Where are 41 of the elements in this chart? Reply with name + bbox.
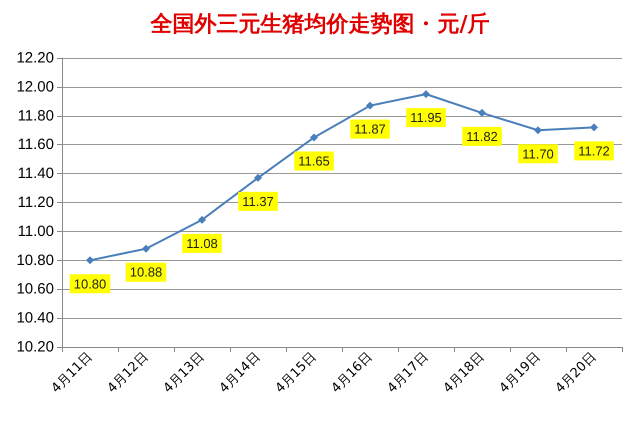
x-tick-label: 4月15日: [272, 350, 320, 396]
data-label: 11.08: [186, 236, 218, 251]
data-label: 11.82: [466, 128, 498, 144]
data-label: 11.37: [242, 194, 274, 209]
x-tick-label: 4月19日: [496, 350, 544, 396]
text: 10.60: [16, 280, 54, 298]
x-tick-label: 4月14日: [216, 350, 264, 396]
text: 11.80: [18, 107, 54, 124]
data-label: 11.87: [354, 122, 386, 137]
x-tick-label: 4月18日: [440, 350, 488, 396]
x-tick-label: 4月20日: [552, 350, 600, 396]
text: 12.20: [16, 50, 54, 66]
data-label: 10.80: [74, 276, 106, 292]
point: [86, 256, 94, 264]
data-label: 11.65: [298, 153, 330, 168]
text: 11.40: [18, 165, 54, 182]
point: [478, 108, 486, 117]
data-label: 11.70: [522, 146, 554, 162]
text: 10.40: [16, 310, 54, 327]
point: [142, 244, 150, 253]
data-label: 10.88: [130, 264, 162, 280]
text: 11.00: [18, 222, 54, 240]
point: [590, 123, 598, 132]
x-tick-label: 4月12日: [104, 350, 152, 396]
data-label: 11.95: [410, 110, 442, 126]
point: [534, 126, 542, 134]
data-label: 11.72: [578, 143, 610, 158]
text: 11.20: [18, 194, 54, 211]
x-tick-label: 4月16日: [328, 350, 376, 396]
point: [366, 102, 374, 110]
text: 10.80: [16, 252, 54, 269]
point: [198, 216, 206, 224]
text: 11.60: [18, 136, 54, 154]
point: [422, 90, 430, 98]
chart-title: 全国外三元生猪均价走势图 · 元/斤: [149, 11, 490, 37]
point: [310, 133, 318, 142]
x-tick-label: 4月17日: [384, 350, 432, 396]
point: [254, 174, 262, 182]
x-tick-label: 4月13日: [160, 350, 208, 396]
text: 10.20: [16, 338, 54, 356]
text: 12.00: [16, 78, 54, 96]
